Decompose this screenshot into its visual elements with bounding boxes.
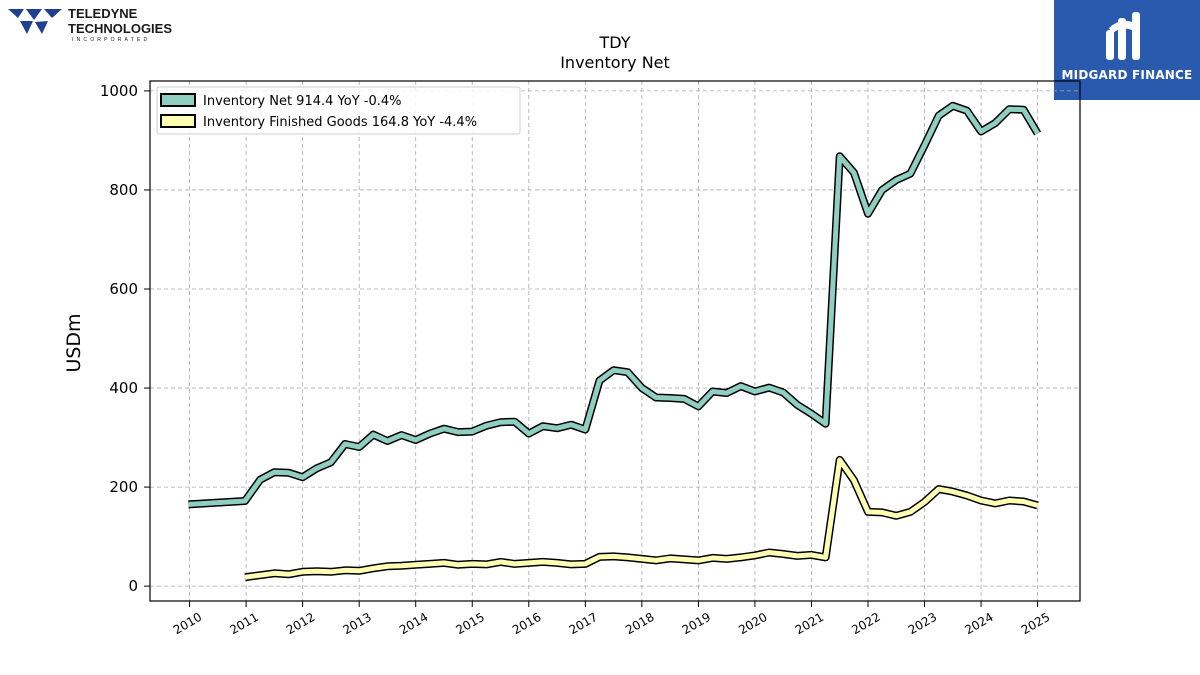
axis-layer: 0 200 400 600 800 1000 2010 2011 2012 2013 2014 201… — [100, 80, 1081, 637]
midgard-brand-text: MIDGARD FINANCE — [1061, 68, 1193, 82]
x-tick-label: 2025 — [1019, 610, 1052, 637]
x-tick-label: 2016 — [510, 610, 543, 637]
x-tick-label: 2018 — [623, 610, 656, 637]
x-tick-label: 2017 — [567, 610, 600, 637]
legend-label-inventory-net: Inventory Net 914.4 YoY -0.4% — [203, 94, 402, 109]
x-tick-label: 2019 — [680, 610, 713, 637]
x-tick-label: 2011 — [227, 610, 260, 637]
y-tick-label: 400 — [109, 379, 138, 397]
x-tick-label: 2023 — [906, 610, 939, 637]
grid-layer — [150, 81, 1080, 601]
teledyne-logo: TELEDYNE TECHNOLOGIES INCORPORATED — [6, 4, 181, 46]
series-layer — [188, 101, 1042, 582]
legend-box — [156, 86, 521, 135]
y-tick-label: 600 — [109, 280, 138, 298]
x-tick-label: 2020 — [736, 610, 769, 637]
x-tick-label: 2010 — [171, 610, 204, 637]
y-tick-label: 200 — [109, 478, 138, 496]
legend-swatch-inventory-net — [160, 93, 196, 107]
legend-label-finished-goods: Inventory Finished Goods 164.8 YoY -4.4% — [203, 115, 477, 130]
series-outline-0 — [188, 101, 1042, 509]
chart-subtitle: Inventory Net — [560, 53, 670, 72]
logo-line-1: TELEDYNE — [68, 6, 138, 21]
midgard-finance-logo: MIDGARD FINANCE — [1054, 0, 1200, 100]
y-tick-label: 0 — [128, 577, 138, 595]
logo-line-3: INCORPORATED — [72, 37, 150, 43]
logo-line-2: TECHNOLOGIES — [68, 21, 172, 36]
y-tick-label: 800 — [109, 181, 138, 199]
legend: Inventory Net 914.4 YoY -0.4% Inventory … — [156, 86, 521, 135]
chart-title: TDY — [599, 33, 631, 52]
series-line-1 — [244, 457, 1039, 580]
teledyne-logo-mark: TELEDYNE TECHNOLOGIES INCORPORATED — [8, 6, 172, 43]
x-tick-label: 2021 — [793, 610, 826, 637]
x-tick-label: 2024 — [962, 610, 995, 637]
x-tick-label: 2022 — [849, 610, 882, 637]
x-tick-label: 2014 — [397, 610, 430, 637]
plot-frame — [149, 80, 1081, 602]
y-axis-label: USDm — [63, 313, 85, 372]
series-line-0 — [188, 103, 1040, 507]
x-tick-label: 2012 — [284, 610, 317, 637]
y-tick-label: 1000 — [100, 82, 138, 100]
legend-swatch-finished-goods — [160, 114, 196, 128]
midgard-emblem-icon — [1106, 12, 1140, 60]
x-tick-label: 2015 — [454, 610, 487, 637]
x-tick-label: 2013 — [340, 610, 373, 637]
